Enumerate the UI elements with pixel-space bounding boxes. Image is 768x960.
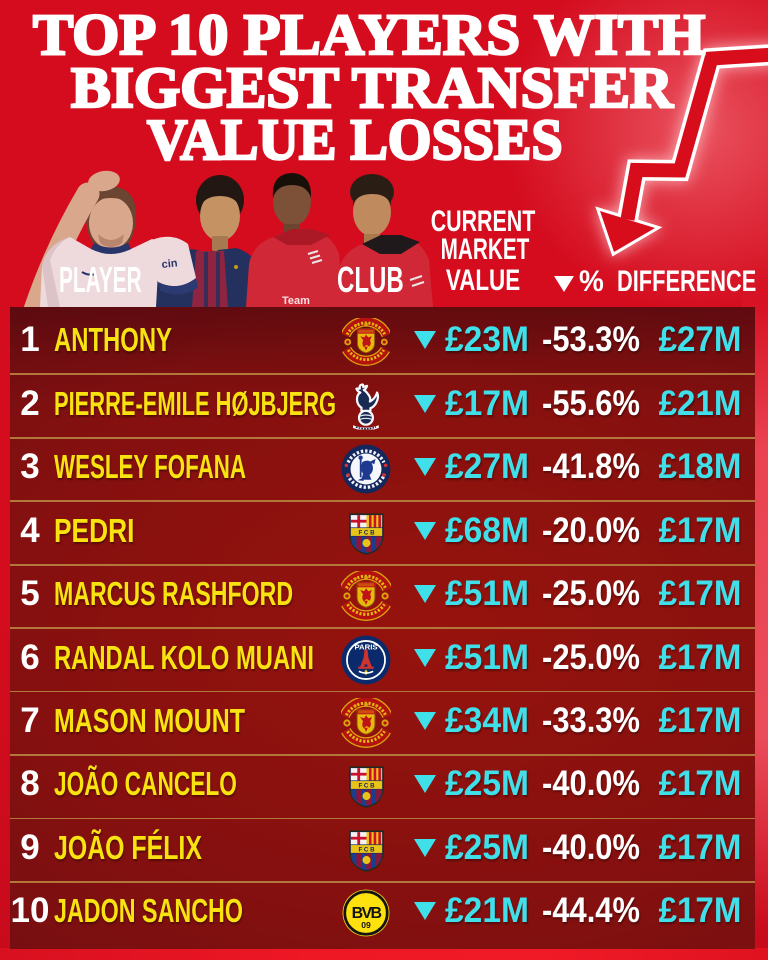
svg-text:cin: cin: [161, 257, 178, 271]
svg-text:Team: Team: [282, 295, 310, 307]
